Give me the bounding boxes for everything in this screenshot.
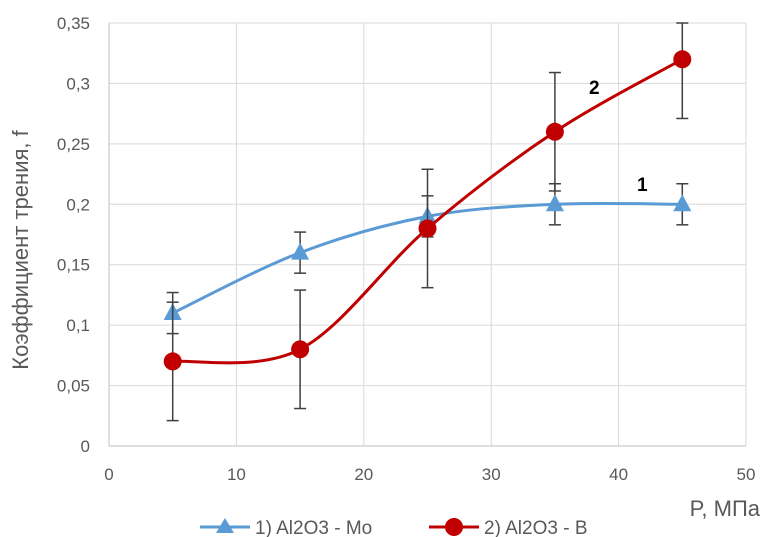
legend-label-2: 2) Al2O3 - B <box>484 518 588 537</box>
y-tick-label: 0,05 <box>57 377 90 396</box>
data-point-circle <box>163 352 182 371</box>
data-point-circle <box>291 340 310 359</box>
series-label-2: 2 <box>589 78 600 99</box>
x-tick-label: 20 <box>354 465 373 484</box>
x-tick-label: 40 <box>609 465 628 484</box>
data-point-triangle <box>545 194 564 212</box>
y-tick-label: 0,15 <box>57 256 90 275</box>
legend-label-1: 1) Al2O3 - Mo <box>255 518 372 537</box>
data-point-circle <box>418 219 437 238</box>
legend-item-1: 1) Al2O3 - Mo <box>200 518 372 537</box>
data-point-circle <box>545 122 564 141</box>
legend-marker-circle <box>445 518 463 536</box>
tick-labels: 0 0,05 0,1 0,15 0,2 0,25 0,3 0,35 0 10 20 30 40 50 <box>57 14 756 484</box>
y-tick-label: 0 <box>81 437 90 456</box>
x-tick-label: 50 <box>737 465 756 484</box>
x-tick-label: 30 <box>482 465 501 484</box>
legend: 1) Al2O3 - Mo 2) Al2O3 - B <box>200 518 588 537</box>
x-tick-label: 0 <box>104 465 113 484</box>
legend-marker-triangle <box>216 518 234 533</box>
legend-item-2: 2) Al2O3 - B <box>429 518 588 537</box>
y-tick-label: 0,3 <box>66 74 90 93</box>
y-tick-label: 0,1 <box>66 316 90 335</box>
series-label-1: 1 <box>637 175 648 196</box>
y-axis-title: Коэффициент трения, f <box>8 129 33 369</box>
y-tick-label: 0,2 <box>66 195 90 214</box>
data-point-triangle <box>673 194 692 212</box>
x-axis-title: P, МПа <box>690 496 761 521</box>
y-tick-label: 0,35 <box>57 14 90 33</box>
x-tick-label: 10 <box>227 465 246 484</box>
series-2 <box>163 22 692 422</box>
axes <box>108 23 746 447</box>
y-tick-label: 0,25 <box>57 135 90 154</box>
data-point-circle <box>673 50 692 69</box>
series-layer <box>163 22 692 422</box>
data-point-triangle <box>291 242 310 260</box>
